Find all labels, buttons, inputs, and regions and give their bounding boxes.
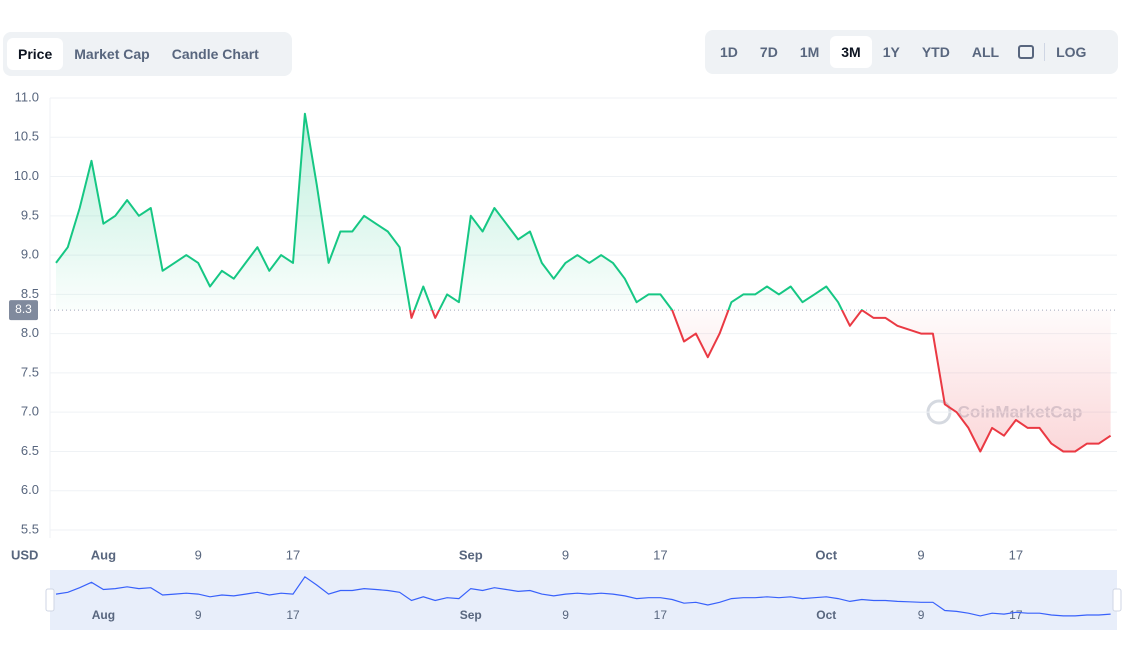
price-area xyxy=(56,113,1111,452)
baseline-label: 8.3 xyxy=(15,302,32,316)
y-tick-label: 9.5 xyxy=(21,207,39,222)
y-tick-label: 7.5 xyxy=(21,364,39,379)
x-tick-label: 9 xyxy=(917,547,924,562)
navigator-tick-label: 9 xyxy=(918,608,925,622)
tab-button[interactable]: 1D xyxy=(720,44,738,60)
navigator-handle xyxy=(1112,588,1122,612)
x-tick-label: 17 xyxy=(286,547,300,562)
y-tick-label: 8.5 xyxy=(21,286,39,301)
y-tick-label: 8.0 xyxy=(21,325,39,340)
y-tick-label: 10.0 xyxy=(14,168,39,183)
watermark-logo xyxy=(926,399,952,425)
navigator-handle xyxy=(45,588,55,612)
tab-button[interactable]: 3M xyxy=(830,36,872,68)
navigator-tick-label: Sep xyxy=(460,608,482,622)
price-line xyxy=(55,112,1112,453)
navigator-line xyxy=(55,575,1111,617)
tab-button[interactable]: 1M xyxy=(799,44,820,60)
range-tabs: 1D 7D 1M 3M 1Y YTD ALL LOG xyxy=(705,30,1118,74)
x-tick-label: 9 xyxy=(195,547,202,562)
calendar-button[interactable] xyxy=(1018,45,1035,59)
navigator-tick-label: 9 xyxy=(195,608,202,622)
y-tick-label: 6.0 xyxy=(21,482,39,497)
y-tick-label: 9.0 xyxy=(21,247,39,262)
y-unit: USD xyxy=(11,547,38,562)
chart-type-tabs: Price Market Cap Candle Chart xyxy=(3,32,292,76)
x-tick-label: Sep xyxy=(459,547,483,562)
navigator-tick-label: Aug xyxy=(92,608,115,622)
navigator-tick-label: 17 xyxy=(286,608,300,622)
tab-button[interactable]: YTD xyxy=(921,44,950,60)
y-tick-label: 7.0 xyxy=(21,404,39,419)
separator xyxy=(1044,43,1046,61)
navigator-tick-label: Oct xyxy=(816,608,836,622)
tab-button[interactable]: 1Y xyxy=(882,44,900,60)
x-tick-label: Oct xyxy=(815,547,837,562)
tab-button[interactable]: LOG xyxy=(1056,44,1087,60)
navigator-tick-label: 9 xyxy=(562,608,569,622)
x-tick-label: 9 xyxy=(562,547,569,562)
tab-button[interactable]: ALL xyxy=(971,44,1000,60)
x-tick-label: 17 xyxy=(1009,547,1023,562)
y-tick-label: 5.5 xyxy=(21,521,39,536)
tab-button[interactable]: Candle Chart xyxy=(171,46,259,62)
tab-button[interactable]: Price xyxy=(7,38,64,70)
navigator-tick-label: 17 xyxy=(1009,608,1023,622)
baseline-label-box xyxy=(9,300,38,321)
y-tick-label: 10.5 xyxy=(14,129,39,144)
watermark: CoinMarketCap xyxy=(958,402,1083,421)
x-tick-label: Aug xyxy=(91,547,116,562)
navigator-tick-label: 17 xyxy=(654,608,668,622)
y-tick-label: 11.0 xyxy=(15,89,39,104)
x-tick-label: 17 xyxy=(653,547,667,562)
navigator xyxy=(50,570,1117,630)
tab-button[interactable]: 7D xyxy=(759,44,778,60)
y-tick-label: 6.5 xyxy=(21,443,39,458)
tab-button[interactable]: Market Cap xyxy=(74,46,150,62)
